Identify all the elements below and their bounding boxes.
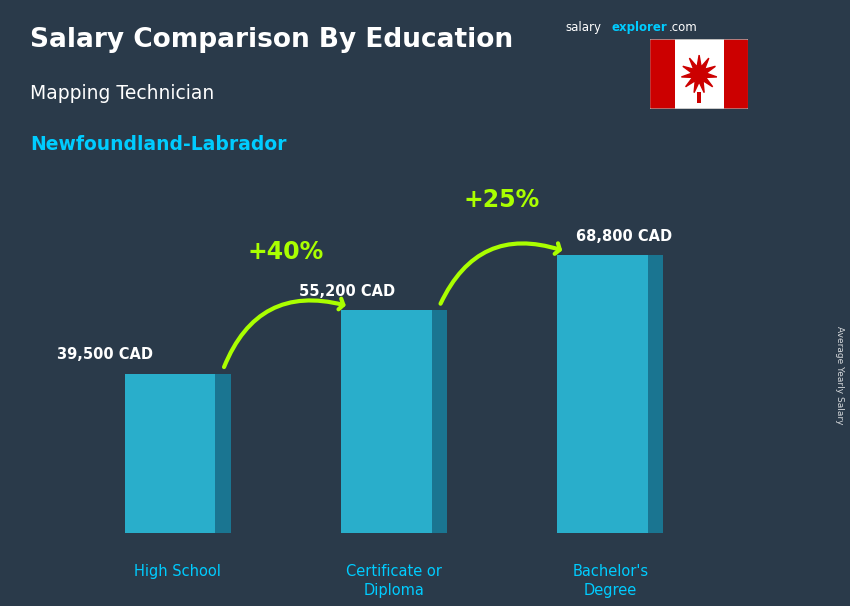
Text: Mapping Technician: Mapping Technician — [30, 84, 214, 102]
Text: explorer: explorer — [612, 21, 668, 34]
Text: Certificate or
Diploma: Certificate or Diploma — [346, 564, 442, 598]
Polygon shape — [341, 310, 432, 533]
Text: .com: .com — [669, 21, 698, 34]
Bar — [697, 92, 701, 103]
Text: 55,200 CAD: 55,200 CAD — [299, 284, 395, 299]
FancyArrowPatch shape — [440, 244, 560, 304]
Polygon shape — [558, 255, 649, 533]
Bar — [675, 39, 723, 109]
Text: 68,800 CAD: 68,800 CAD — [576, 229, 672, 244]
Polygon shape — [125, 374, 215, 533]
Text: Salary Comparison By Education: Salary Comparison By Education — [30, 27, 513, 53]
Text: Bachelor's
Degree: Bachelor's Degree — [572, 564, 649, 598]
Bar — [650, 39, 675, 109]
Text: 39,500 CAD: 39,500 CAD — [57, 347, 153, 362]
Text: salary: salary — [565, 21, 601, 34]
Text: High School: High School — [134, 564, 221, 579]
Text: +25%: +25% — [464, 188, 541, 211]
Bar — [723, 39, 748, 109]
FancyArrowPatch shape — [224, 299, 343, 367]
Polygon shape — [682, 55, 717, 93]
Text: +40%: +40% — [247, 240, 324, 264]
Polygon shape — [215, 374, 230, 533]
Polygon shape — [432, 310, 447, 533]
Text: Newfoundland-Labrador: Newfoundland-Labrador — [30, 135, 286, 153]
Text: Average Yearly Salary: Average Yearly Salary — [835, 327, 844, 425]
Polygon shape — [649, 255, 663, 533]
